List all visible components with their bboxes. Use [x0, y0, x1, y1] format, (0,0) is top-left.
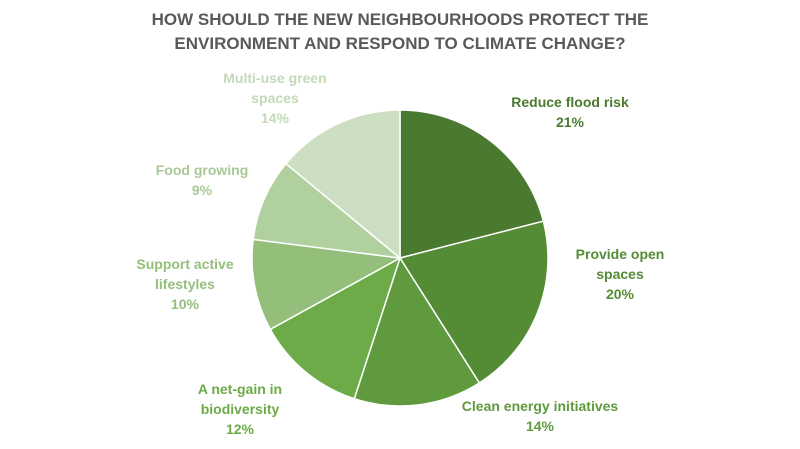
slice-label-text: Support active — [136, 256, 234, 272]
slice-label-text: Multi-use green — [223, 70, 327, 86]
label-reduce-flood-risk: Reduce flood risk 21% — [480, 92, 660, 132]
chart-title: HOW SHOULD THE NEW NEIGHBOURHOODS PROTEC… — [0, 8, 800, 56]
pie-slice-2 — [353, 256, 481, 407]
label-provide-open-spaces: Provide open spaces 20% — [540, 244, 700, 304]
pie-slice-3 — [269, 256, 402, 400]
slice-value-label: 9% — [191, 182, 213, 198]
label-net-gain-biodiversity: A net-gain in biodiversity 12% — [170, 379, 310, 439]
pie-slice-6 — [284, 109, 401, 260]
slice-label-text: spaces — [596, 266, 644, 282]
pie-slice-1 — [398, 220, 549, 384]
label-support-active-lifestyles: Support active lifestyles 10% — [115, 254, 255, 314]
slice-value-label: 14% — [260, 110, 290, 126]
chart-title-line-2: ENVIRONMENT AND RESPOND TO CLIMATE CHANG… — [174, 34, 626, 53]
label-multi-use-green-spaces: Multi-use green spaces 14% — [200, 68, 350, 128]
chart-title-line-1: HOW SHOULD THE NEW NEIGHBOURHOODS PROTEC… — [151, 10, 649, 29]
label-clean-energy: Clean energy initiatives 14% — [430, 396, 650, 436]
slice-value-label: 12% — [225, 421, 255, 437]
slice-label-text: Clean energy initiatives — [461, 398, 619, 414]
slice-label-text: A net-gain in — [197, 381, 283, 397]
slice-label-text: Provide open — [575, 246, 665, 262]
slice-label-text: spaces — [251, 90, 299, 106]
slice-label-text: Food growing — [155, 162, 249, 178]
pie-slice-5 — [252, 162, 403, 260]
slice-value-label: 21% — [555, 114, 585, 130]
slice-value-label: 20% — [605, 286, 635, 302]
slice-label-text: biodiversity — [200, 401, 280, 417]
pie-slice-4 — [251, 238, 403, 331]
pie-slice-0 — [399, 109, 545, 259]
slice-value-label: 10% — [170, 296, 200, 312]
slice-label-text: lifestyles — [155, 276, 215, 292]
slice-value-label: 14% — [525, 418, 555, 434]
slice-label-text: Reduce flood risk — [511, 94, 629, 110]
label-food-growing: Food growing 9% — [137, 160, 267, 200]
